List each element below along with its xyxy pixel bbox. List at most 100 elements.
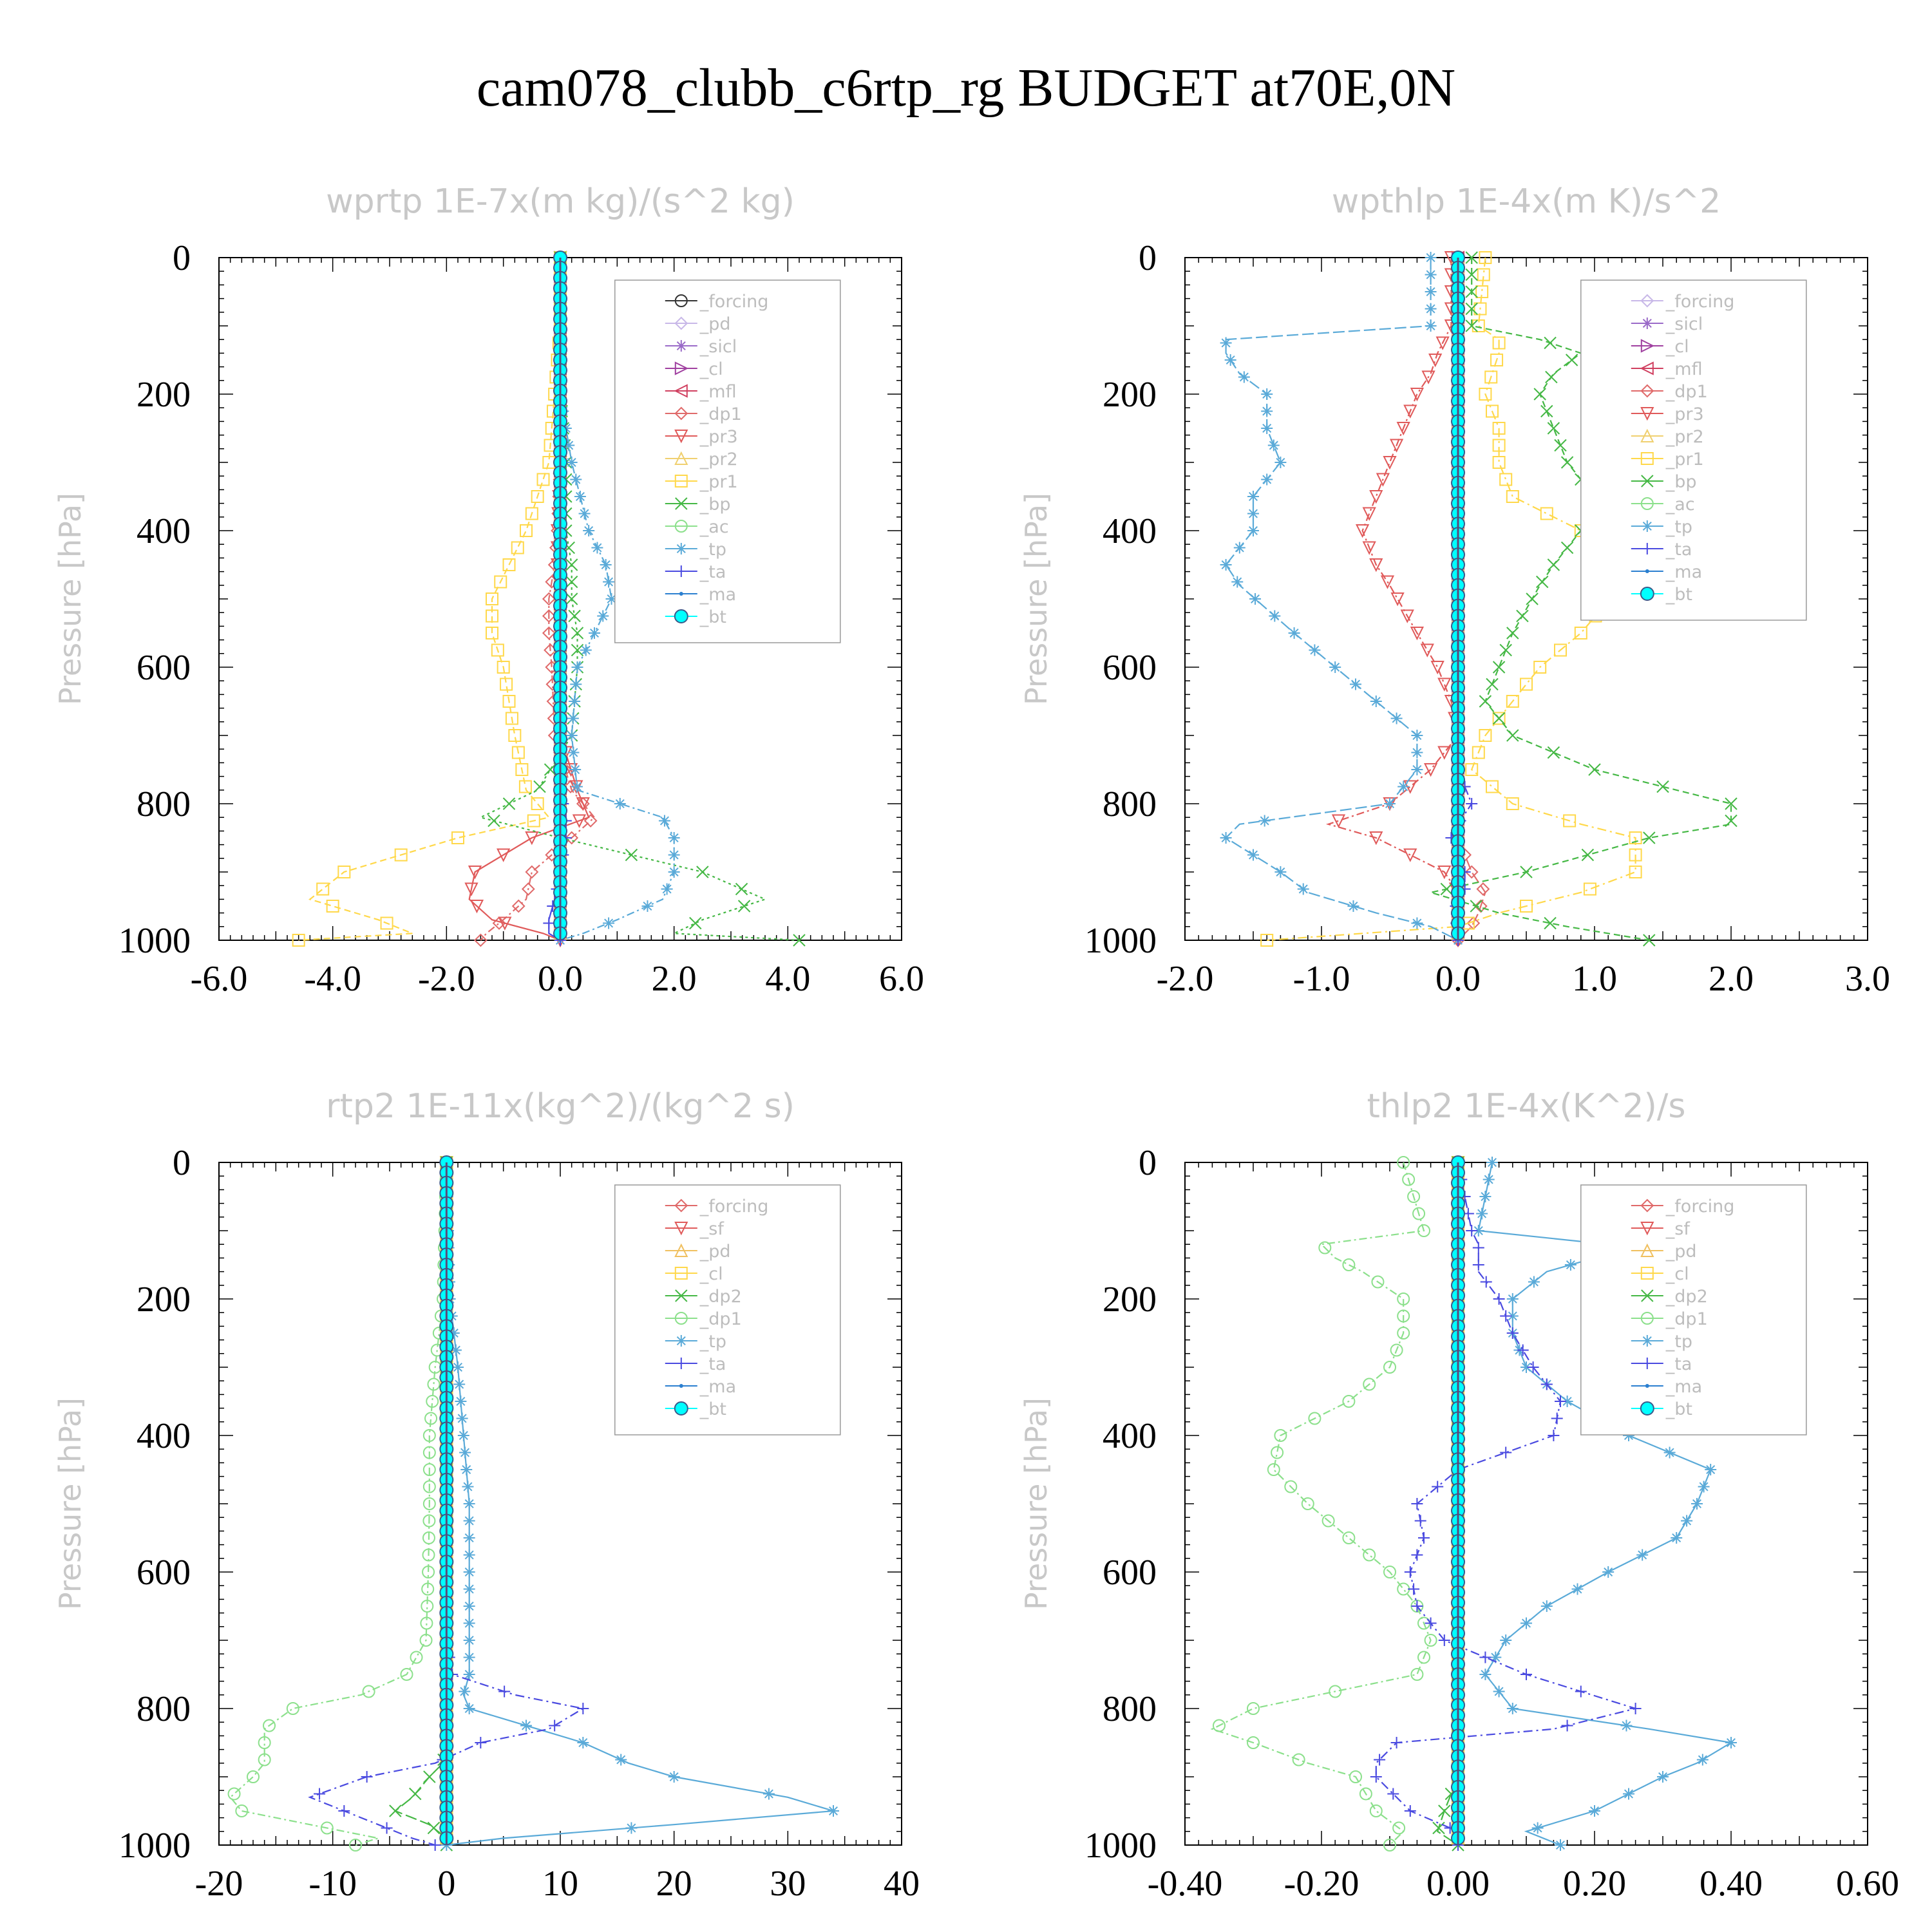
data-point xyxy=(615,1754,627,1766)
data-point xyxy=(502,558,516,571)
legend-box xyxy=(1580,279,1807,621)
data-point xyxy=(498,1685,511,1698)
data-point xyxy=(1342,1258,1356,1271)
data-point xyxy=(422,1429,436,1442)
data-point xyxy=(1506,1310,1519,1322)
data-point xyxy=(1412,1207,1426,1220)
data-point xyxy=(1486,404,1499,418)
legend-label: _mfl xyxy=(1665,359,1703,379)
data-point xyxy=(1350,678,1361,690)
data-point xyxy=(1390,1343,1403,1357)
data-point xyxy=(1407,1190,1421,1203)
data-point xyxy=(463,1498,475,1510)
legend-label: _dp1 xyxy=(699,1309,742,1329)
data-point xyxy=(1725,1737,1737,1748)
data-point xyxy=(1247,525,1259,536)
data-point xyxy=(1574,627,1587,639)
data-point xyxy=(338,1805,350,1817)
data-point xyxy=(570,473,582,486)
data-point xyxy=(1480,1276,1492,1288)
x-tick-label: 20 xyxy=(656,1864,692,1904)
series-pr3 xyxy=(1325,251,1465,948)
data-point xyxy=(1540,507,1553,520)
data-point xyxy=(1545,370,1558,384)
legend-marker xyxy=(675,340,687,352)
data-point xyxy=(463,1549,475,1561)
data-point xyxy=(565,730,578,741)
legend-label: _cl xyxy=(699,1264,723,1284)
legend-label: _bt xyxy=(1665,1399,1692,1419)
legend-label: _ta xyxy=(699,1354,726,1374)
panel-thlp2: thlp2 1E-4x(K^2)/s Pressure [hPa] -0.40 -0.… xyxy=(1019,1087,1899,1904)
y-tick-label: 400 xyxy=(1103,1416,1157,1456)
legend-label: _sicl xyxy=(699,337,737,357)
data-point xyxy=(494,575,507,589)
x-tick-label: -2.0 xyxy=(418,959,475,999)
y-tick-label: 1000 xyxy=(1084,921,1157,961)
data-point xyxy=(362,1685,375,1698)
legend-label: _tp xyxy=(699,540,726,560)
data-point xyxy=(1705,1464,1717,1475)
legend-marker xyxy=(1641,520,1653,532)
data-point xyxy=(497,848,511,862)
data-point xyxy=(1261,473,1273,486)
data-point xyxy=(1220,559,1232,571)
data-point xyxy=(227,1787,241,1801)
data-point xyxy=(263,1719,276,1732)
legend-item: _pr2 xyxy=(1631,427,1704,447)
data-point xyxy=(525,865,539,879)
data-point xyxy=(422,1531,435,1544)
legend-marker xyxy=(674,1222,688,1236)
data-point xyxy=(668,849,680,861)
legend-label: _pr2 xyxy=(699,450,738,469)
data-point xyxy=(337,866,351,878)
data-point xyxy=(1571,1583,1584,1595)
series-ta xyxy=(1370,1157,1642,1851)
data-point xyxy=(320,1821,334,1835)
data-point xyxy=(1421,370,1435,384)
data-point xyxy=(475,1737,487,1748)
legend-box xyxy=(614,279,841,643)
data-point xyxy=(1301,1497,1314,1510)
legend-marker xyxy=(1640,384,1654,398)
legend-item: _pd xyxy=(665,1242,731,1262)
data-point xyxy=(1473,302,1487,316)
data-point xyxy=(1400,609,1414,623)
data-point xyxy=(661,883,673,895)
data-point xyxy=(462,1481,474,1493)
data-point xyxy=(1362,541,1376,555)
data-point xyxy=(1410,388,1425,402)
data-point xyxy=(1258,815,1271,827)
data-point xyxy=(603,917,615,929)
data-point xyxy=(1629,866,1642,878)
data-point xyxy=(451,831,464,844)
data-point xyxy=(1629,831,1642,844)
legend-item: _ac xyxy=(1631,495,1695,515)
data-point xyxy=(1547,558,1560,571)
data-point xyxy=(1342,1395,1356,1408)
data-point xyxy=(543,917,555,929)
data-point xyxy=(1261,405,1273,417)
y-tick-label: 600 xyxy=(137,648,191,688)
legend: _forcing_sf _pd_cl _dp2_dp1 _tp_ta _ma_bt xyxy=(614,1184,841,1435)
data-point xyxy=(1561,1396,1573,1407)
data-point xyxy=(1397,1327,1410,1340)
y-tick-label: 600 xyxy=(1103,1553,1157,1593)
legend-marker xyxy=(675,543,687,554)
series-line xyxy=(1210,1162,1432,1846)
legend-marker xyxy=(674,406,688,421)
legend-marker xyxy=(1640,294,1654,308)
data-point xyxy=(424,1412,438,1425)
plot-area xyxy=(1220,250,1738,948)
data-point xyxy=(1506,729,1519,742)
legend-label: _ta xyxy=(1665,540,1692,560)
legend-marker xyxy=(1640,1198,1654,1213)
data-point xyxy=(1430,661,1444,675)
data-point xyxy=(286,1702,299,1715)
legend-item: _pr1 xyxy=(665,472,738,492)
data-point xyxy=(1656,780,1669,793)
data-point xyxy=(1425,1617,1437,1629)
y-tick-label: 800 xyxy=(137,784,191,824)
legend-marker xyxy=(675,1335,687,1347)
legend-item: _bt xyxy=(1631,585,1692,605)
